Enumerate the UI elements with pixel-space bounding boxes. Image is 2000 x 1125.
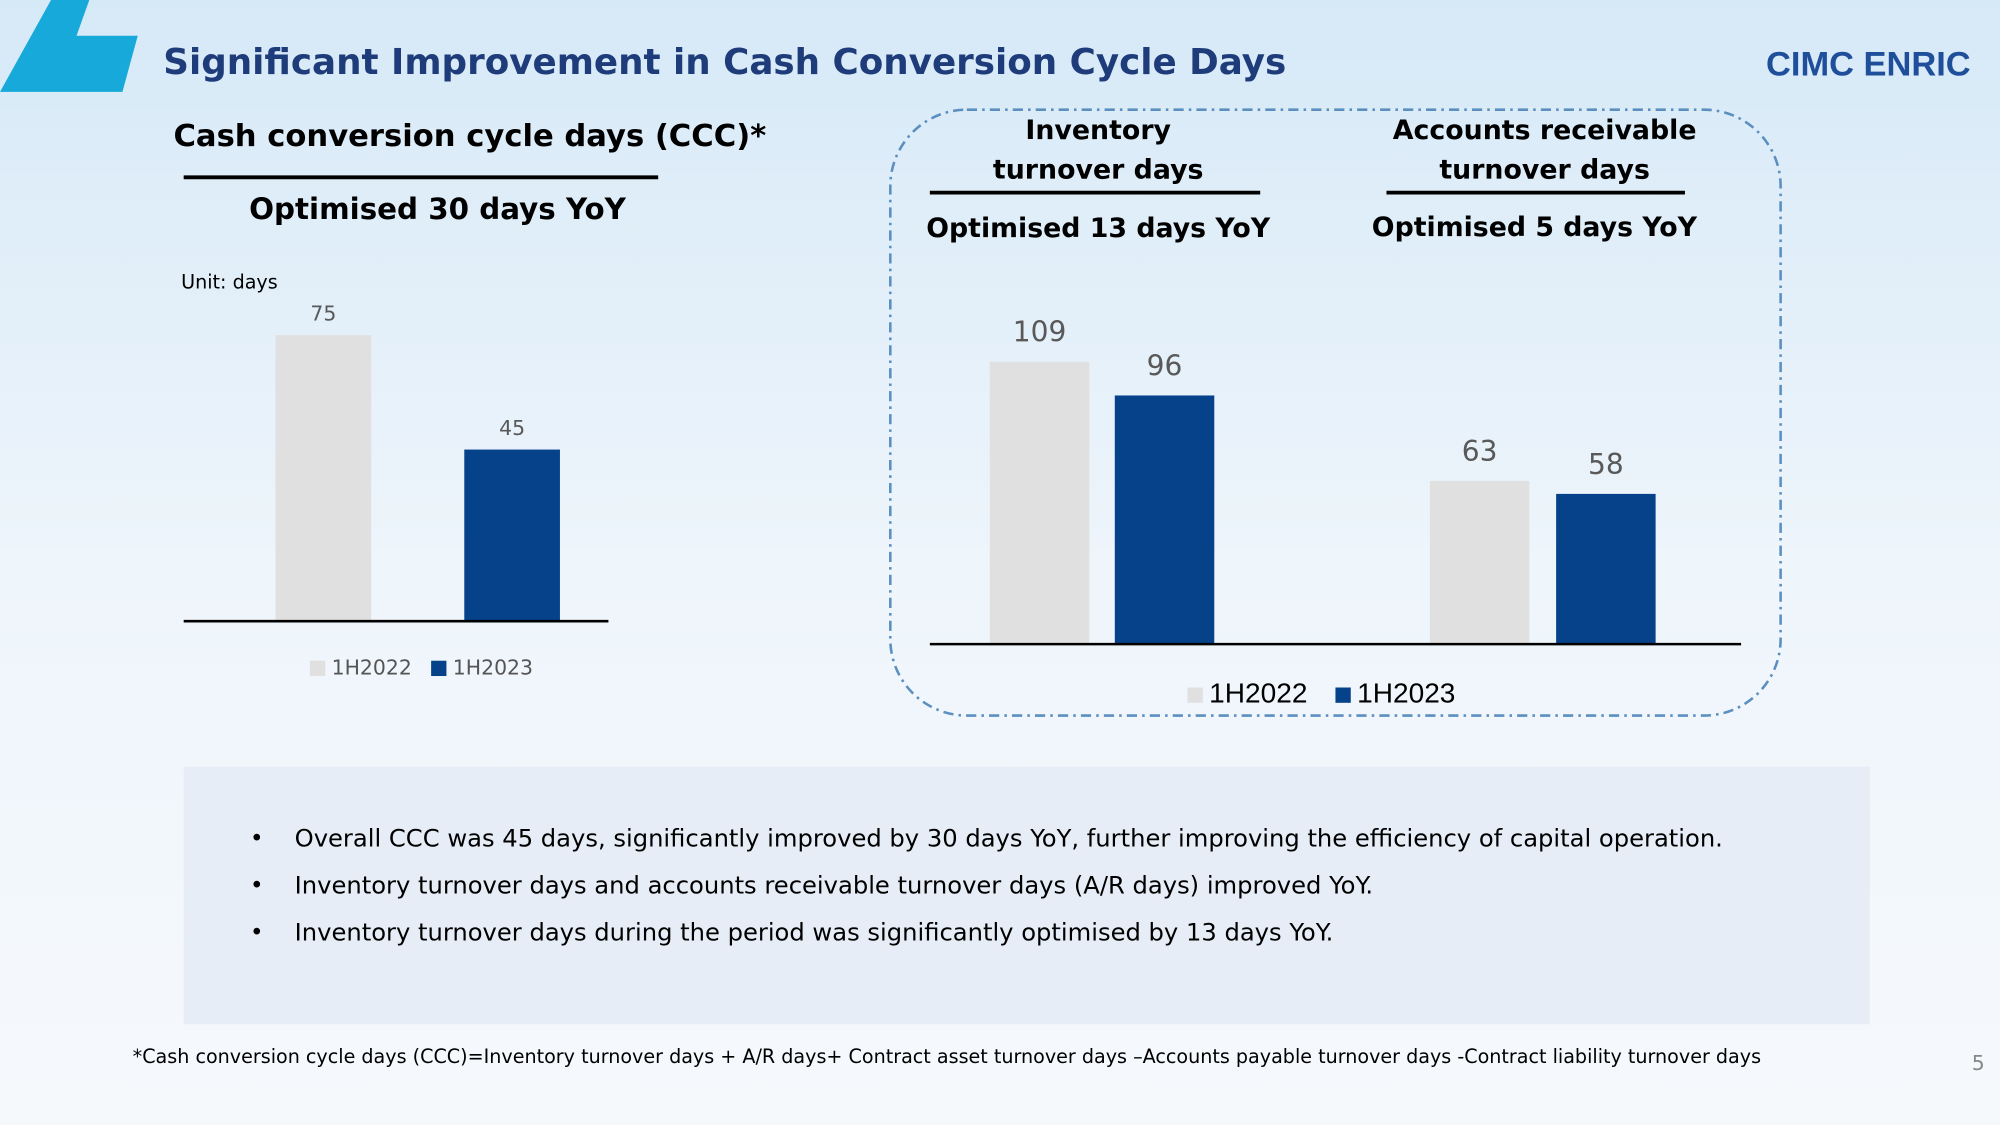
bullet-text: Inventory turnover days and accounts rec… xyxy=(295,871,1373,899)
bar xyxy=(1114,395,1215,645)
legend-swatch xyxy=(309,660,326,677)
summary-box xyxy=(183,766,1870,1025)
logo: CIMC ENRIC xyxy=(1766,45,1971,83)
legend-label: 1H2023 xyxy=(453,655,533,679)
bar xyxy=(1429,480,1530,645)
page-number: 5 xyxy=(1972,1051,1985,1075)
footnote: *Cash conversion cycle days (CCC)=Invent… xyxy=(133,1045,1761,1068)
legend-swatch xyxy=(431,660,447,677)
value-label: 45 xyxy=(499,416,525,440)
unit-label: Unit: days xyxy=(181,271,278,294)
bullet-dot: • xyxy=(250,920,264,946)
group-frame xyxy=(889,108,1782,717)
category-label: Inventory turnover days xyxy=(992,114,1204,185)
legend-swatch xyxy=(1187,687,1203,703)
bullet-dot: • xyxy=(250,873,264,899)
value-label: 109 xyxy=(1013,316,1067,349)
bullet-dot: • xyxy=(250,826,264,852)
value-label: 63 xyxy=(1462,435,1498,468)
bar xyxy=(1556,493,1656,645)
slide-title: Significant Improvement in Cash Conversi… xyxy=(163,42,1286,83)
legend-label: 1H2022 xyxy=(1209,678,1307,709)
bar xyxy=(275,335,372,622)
bullet-text: Overall CCC was 45 days, significantly i… xyxy=(295,824,1723,852)
annotation: Optimised 5 days YoY xyxy=(1372,212,1698,243)
category-heading: Accounts receivable turnover days xyxy=(1392,114,1697,185)
bullet-text: Inventory turnover days during the perio… xyxy=(295,919,1334,947)
category-label: Accounts receivable turnover days xyxy=(1392,114,1697,185)
category-heading: Inventory turnover days xyxy=(992,114,1204,185)
value-label: 75 xyxy=(310,302,336,326)
legend-label: 1H2022 xyxy=(332,655,412,679)
annotation: Optimised 13 days YoY xyxy=(926,213,1270,244)
bar xyxy=(989,361,1090,645)
legend-label: 1H2023 xyxy=(1357,678,1455,709)
corner-shape xyxy=(0,0,138,92)
chart-title: Cash conversion cycle days (CCC)* xyxy=(173,119,766,154)
bar xyxy=(464,449,560,622)
value-label: 58 xyxy=(1588,448,1624,481)
legend-swatch xyxy=(1335,687,1351,703)
value-label: 96 xyxy=(1147,349,1183,382)
chart-subtitle: Optimised 30 days YoY xyxy=(249,192,627,226)
